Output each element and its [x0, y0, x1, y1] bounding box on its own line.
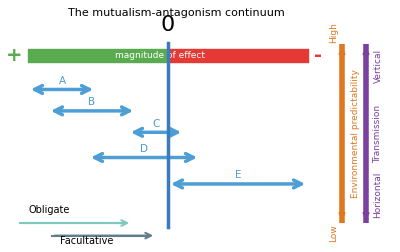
Text: D: D — [140, 144, 148, 154]
Text: Horizontal: Horizontal — [374, 172, 382, 218]
Text: Low: Low — [329, 224, 338, 242]
Text: High: High — [329, 22, 338, 43]
Text: -: - — [314, 46, 322, 65]
Text: A: A — [58, 76, 66, 86]
Text: magnitude of effect: magnitude of effect — [115, 51, 205, 60]
Text: The mutualism-antagonism continuum: The mutualism-antagonism continuum — [68, 8, 284, 18]
Text: C: C — [152, 118, 160, 129]
Text: Environmental predictability: Environmental predictability — [351, 69, 360, 198]
Text: Vertical: Vertical — [374, 49, 382, 83]
Text: 0: 0 — [161, 15, 175, 35]
Text: Transmission: Transmission — [374, 105, 382, 163]
Text: +: + — [6, 46, 22, 65]
Text: E: E — [235, 170, 241, 180]
Text: Obligate: Obligate — [28, 205, 69, 215]
Text: B: B — [88, 97, 96, 107]
Text: Facultative: Facultative — [60, 236, 113, 246]
